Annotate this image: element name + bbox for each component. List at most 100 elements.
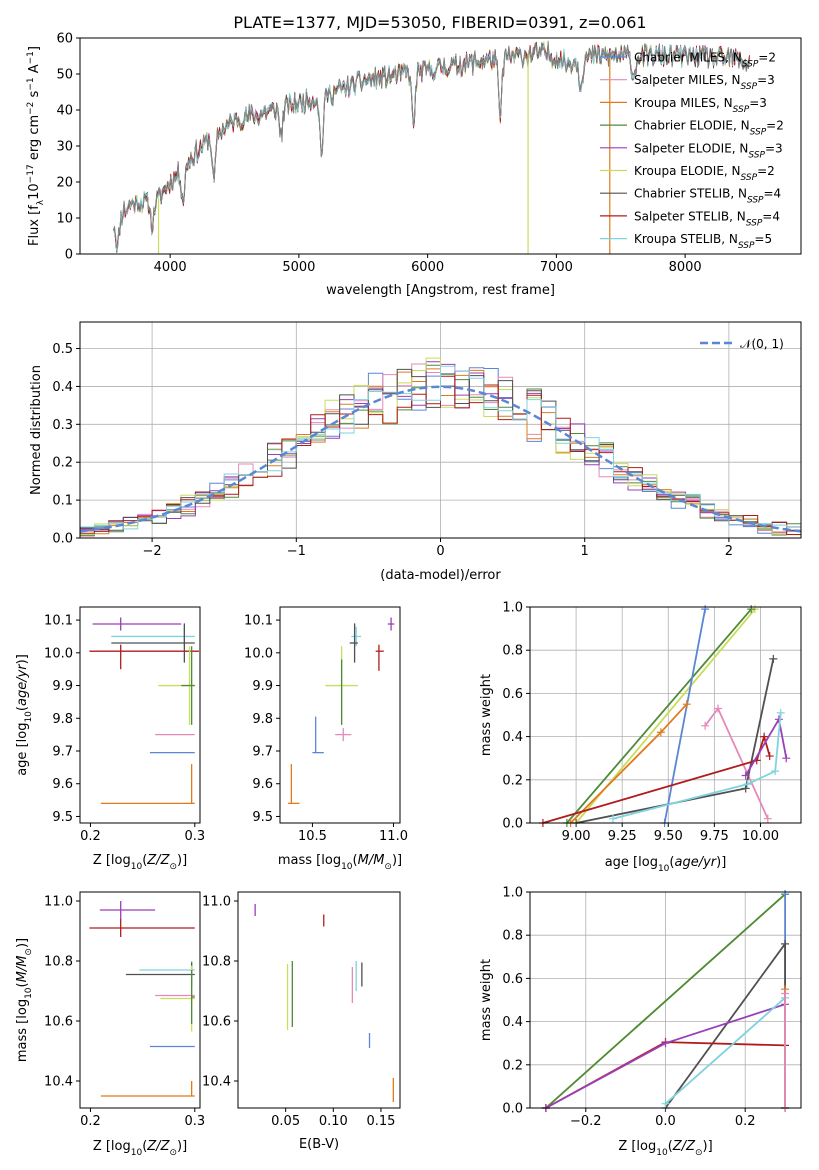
y-tick-label: 60 — [56, 32, 73, 47]
y-tick-label: 10.1 — [244, 614, 273, 629]
y-tick-label: 10.4 — [44, 1075, 73, 1090]
age-z-points — [89, 617, 199, 805]
weight-marker — [743, 780, 752, 789]
weight-marker — [741, 771, 750, 780]
mass-z-xlabel: Z [log10(Z/Z⊙)] — [93, 1139, 187, 1158]
legend-label: Salpeter STELIB, NSSP=4 — [634, 209, 780, 228]
x-tick-label: 0 — [436, 544, 444, 559]
y-tick-label: 0.5 — [52, 342, 73, 357]
x-tick-label: −2 — [143, 544, 162, 559]
y-tick-label: 0 — [65, 248, 73, 263]
y-tick-label: 0.8 — [502, 929, 523, 944]
weight-z-ylabel: mass weight — [479, 959, 494, 1041]
x-tick-label: 5000 — [282, 260, 315, 275]
age-z-frame — [79, 606, 201, 824]
weight-line — [542, 733, 771, 824]
weight-marker — [656, 728, 665, 737]
age-z-xlabel: Z [log10(Z/Z⊙)] — [93, 853, 187, 872]
y-tick-label: 40 — [56, 104, 73, 119]
errorbar-chabrier-stelib — [111, 623, 195, 663]
y-tick-label: 0.4 — [52, 380, 73, 395]
weight-marker — [701, 605, 710, 614]
x-tick-label: 0.3 — [184, 829, 205, 844]
y-tick-label: 0.0 — [52, 532, 73, 547]
legend-label: Kroupa ELODIE, NSSP=2 — [634, 164, 775, 183]
weight-age-ylabel: mass weight — [479, 674, 494, 756]
age-mass-points — [288, 617, 395, 805]
x-tick-label: 9.50 — [654, 829, 683, 844]
x-tick-label: 2 — [725, 544, 733, 559]
age-z-ylabel: age [log10(age/yr)] — [15, 654, 34, 776]
mass-ebv-points — [254, 904, 394, 1102]
x-tick-label: −1 — [287, 544, 306, 559]
normal-curve — [80, 385, 801, 533]
y-tick-label: 0.3 — [52, 418, 73, 433]
mass-ebv-ticks: 0.05 0.10 0.15 10.4 10.6 10.8 11.0 — [202, 895, 395, 1130]
weight-series-salpeter-elodie — [741, 715, 791, 780]
errorbar-kroupa-miles — [100, 764, 195, 805]
errorbar-salpeter-stelib — [89, 919, 195, 937]
errorbar-salpeter-elodie — [387, 617, 395, 631]
legend-label: Chabrier ELODIE, NSSP=2 — [634, 119, 784, 138]
residual-xlabel: (data-model)/error — [380, 568, 501, 583]
y-tick-label: 9.9 — [52, 679, 73, 694]
errorbar-chabrier-elodie — [191, 970, 195, 1024]
weight-z-xlabel: Z [log10(Z/Z⊙)] — [618, 1139, 712, 1158]
weight-line — [612, 712, 782, 820]
legend-label: Kroupa MILES, NSSP=3 — [634, 96, 767, 115]
y-tick-label: 9.8 — [252, 712, 273, 727]
weight-marker — [714, 704, 723, 713]
errorbar-salpeter-elodie — [99, 901, 156, 919]
x-tick-label: 11.0 — [379, 829, 408, 844]
errorbar-kroupa-miles — [288, 764, 300, 805]
weight-marker — [765, 752, 774, 761]
weight-age-frame — [529, 606, 802, 824]
x-tick-label: 6000 — [411, 260, 444, 275]
age-mass-ticks: 10.5 11.0 9.5 9.6 9.7 9.8 9.9 10.0 10.1 — [244, 614, 408, 844]
weight-marker — [701, 721, 710, 730]
x-tick-label: 7000 — [540, 260, 573, 275]
weight-marker — [760, 732, 769, 741]
residual-ylabel: Normed distribution — [29, 365, 44, 495]
weight-marker — [781, 890, 790, 899]
legend-label: Salpeter ELODIE, NSSP=3 — [634, 141, 783, 160]
spectrum-legend: Chabrier MILES, NSSP=2 Salpeter MILES, NS… — [600, 51, 784, 251]
weight-marker — [769, 654, 778, 663]
y-tick-label: 10.0 — [244, 646, 273, 661]
y-tick-label: 9.7 — [52, 745, 73, 760]
weight-marker — [608, 814, 617, 823]
y-tick-label: 0.6 — [502, 972, 523, 987]
y-tick-label: 0.4 — [502, 730, 523, 745]
x-tick-label: 0.3 — [184, 1114, 205, 1129]
spectrum-frame — [79, 37, 802, 255]
x-tick-label: −0.2 — [570, 1114, 602, 1129]
y-tick-label: 10.1 — [44, 614, 73, 629]
x-tick-label: 0.2 — [80, 1114, 101, 1129]
mass-ebv-xlabel: E(B-V) — [299, 1137, 339, 1152]
y-tick-label: 0.2 — [52, 456, 73, 471]
weight-marker — [682, 700, 691, 709]
hist-step-kroupa-stelib — [80, 365, 801, 530]
y-tick-label: 0.0 — [502, 817, 523, 832]
legend-label: Kroupa STELIB, NSSP=5 — [634, 232, 772, 251]
weight-series-kroupa-stelib — [608, 708, 785, 823]
y-tick-label: 10.8 — [202, 955, 231, 970]
weight-marker — [661, 1039, 670, 1048]
weight-line — [663, 609, 706, 824]
weight-marker — [763, 814, 772, 823]
histogram-steps — [80, 357, 801, 537]
weight-marker — [771, 767, 780, 776]
spectrum-xlabel: wavelength [Angstrom, rest frame] — [326, 283, 555, 298]
errorbar-chabrier-miles — [312, 716, 324, 754]
x-tick-label: 0.2 — [735, 1114, 756, 1129]
y-tick-label: 30 — [56, 140, 73, 155]
y-tick-label: 10.6 — [44, 1015, 73, 1030]
weight-marker — [781, 939, 790, 948]
weight-marker — [774, 715, 783, 724]
legend-label: Salpeter MILES, NSSP=3 — [634, 73, 775, 92]
mass-z-ylabel: mass [log10(M/M⊙)] — [15, 938, 34, 1062]
mass-z-frame — [79, 891, 201, 1109]
spectrum-ylabel: Flux [fλ10−17 erg cm−2 s−1 A−1] — [26, 46, 46, 246]
weight-marker — [781, 989, 790, 998]
weight-age-lines — [538, 605, 791, 827]
